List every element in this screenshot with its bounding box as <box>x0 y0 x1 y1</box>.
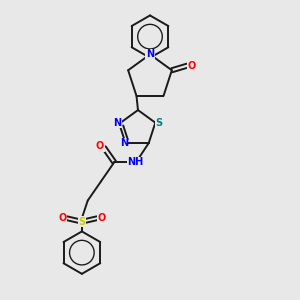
Text: N: N <box>113 118 121 128</box>
Text: N: N <box>146 50 154 59</box>
Text: O: O <box>58 213 67 223</box>
Text: S: S <box>155 118 162 128</box>
Text: O: O <box>188 61 196 70</box>
Text: NH: NH <box>127 157 144 167</box>
Text: O: O <box>96 141 104 151</box>
Text: S: S <box>78 217 85 227</box>
Text: O: O <box>97 213 105 223</box>
Text: N: N <box>120 138 128 148</box>
